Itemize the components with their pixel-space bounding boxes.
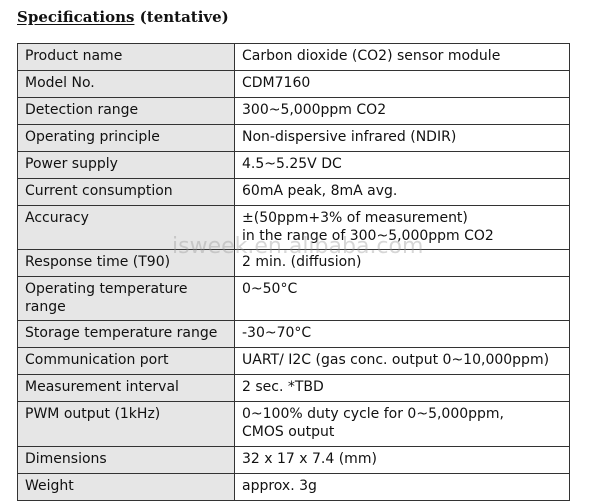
spec-value: 60mA peak, 8mA avg. (234, 178, 570, 206)
spec-label: Detection range (17, 97, 235, 125)
spec-label: Dimensions (17, 445, 235, 474)
spec-value: -30~70°C (234, 320, 570, 349)
spec-label: Measurement interval (17, 374, 235, 403)
spec-row: Product name Carbon dioxide (CO2) sensor … (17, 43, 570, 71)
spec-value-line: UART/ I2C (gas conc. output 0~10,000ppm) (242, 352, 550, 369)
spec-value-line: 0~100% duty cycle for 0~5,000ppm, (242, 406, 505, 423)
spec-value-line: ±(50ppm+3% of measurement) (242, 210, 468, 226)
spec-value: UART/ I2C (gas conc. output 0~10,000ppm) (234, 347, 570, 376)
spec-value: approx. 3g (234, 472, 570, 501)
spec-row: Operating temperature range 0~50°C (17, 276, 570, 322)
spec-value: CDM7160 (234, 70, 570, 98)
spec-row: Accuracy ±(50ppm+3% of measurement) in the… (17, 204, 570, 251)
spec-row: Dimensions 32 x 17 x 7.4 (mm) (17, 445, 570, 474)
spec-value: 0~100% duty cycle for 0~5,000ppm, CMOS ou… (234, 401, 570, 447)
spec-row: Storage temperature range -30~70°C (17, 320, 570, 349)
spec-value-line: approx. 3g (242, 477, 317, 494)
spec-value: 32 x 17 x 7.4 (mm) (234, 445, 570, 474)
spec-table: Product name Carbon dioxide (CO2) sensor … (17, 43, 570, 501)
spec-label: Weight (17, 472, 235, 501)
spec-value: 2 min. (diffusion) (234, 249, 570, 278)
spec-value: 4.5~5.25V DC (234, 151, 570, 179)
spec-value-line: CDM7160 (242, 75, 311, 91)
spec-label: Power supply (17, 151, 235, 179)
spec-row: PWM output (1kHz) 0~100% duty cycle for 0… (17, 401, 570, 447)
spec-heading-title: Specifications (17, 8, 135, 26)
spec-label: Operating principle (17, 124, 235, 152)
spec-value-line: -30~70°C (242, 325, 312, 342)
spec-label: Operating temperature range (17, 276, 235, 322)
spec-row: Response time (T90) 2 min. (diffusion) (17, 249, 570, 278)
spec-label: Product name (17, 43, 235, 71)
spec-label: Model No. (17, 70, 235, 98)
spec-value-line: 4.5~5.25V DC (242, 156, 342, 172)
spec-label: Response time (T90) (17, 249, 235, 278)
spec-label: Accuracy (17, 204, 235, 251)
spec-label: PWM output (1kHz) (17, 401, 235, 447)
spec-value-line: 32 x 17 x 7.4 (mm) (242, 450, 377, 467)
spec-value: Non-dispersive infrared (NDIR) (234, 124, 570, 152)
spec-value-line: 0~50°C (242, 281, 298, 298)
spec-value: ±(50ppm+3% of measurement) in the range o… (234, 204, 570, 251)
spec-value-line: 300~5,000ppm CO2 (242, 102, 387, 118)
spec-row: Communication port UART/ I2C (gas conc. o… (17, 347, 570, 376)
spec-value-line: 60mA peak, 8mA avg. (242, 183, 398, 199)
spec-row: Measurement interval 2 sec. *TBD (17, 374, 570, 403)
spec-label: Storage temperature range (17, 320, 235, 349)
spec-value-line: 2 sec. *TBD (242, 379, 324, 396)
spec-table-body: Product name Carbon dioxide (CO2) sensor … (17, 43, 570, 501)
spec-label: Communication port (17, 347, 235, 376)
spec-value-line: CMOS output (242, 423, 335, 440)
spec-value: 0~50°C (234, 276, 570, 322)
spec-value: 2 sec. *TBD (234, 374, 570, 403)
spec-value-line: Non-dispersive infrared (NDIR) (242, 129, 457, 145)
spec-value-line: in the range of 300~5,000ppm CO2 (242, 227, 494, 244)
spec-value: Carbon dioxide (CO2) sensor module (234, 43, 570, 71)
spec-row: Power supply 4.5~5.25V DC (17, 151, 570, 179)
spec-value-line: Carbon dioxide (CO2) sensor module (242, 48, 501, 64)
spec-value: 300~5,000ppm CO2 (234, 97, 570, 125)
spec-row: Operating principle Non-dispersive infrar… (17, 124, 570, 152)
spec-heading-subtitle: (tentative) (139, 8, 229, 26)
spec-row: Model No. CDM7160 (17, 70, 570, 98)
spec-heading: Specifications (tentative) (17, 8, 229, 26)
spec-label: Current consumption (17, 178, 235, 206)
spec-row: Weight approx. 3g (17, 472, 570, 501)
spec-value-line: 2 min. (diffusion) (242, 254, 362, 271)
spec-row: Detection range 300~5,000ppm CO2 (17, 97, 570, 125)
spec-row: Current consumption 60mA peak, 8mA avg. (17, 178, 570, 206)
